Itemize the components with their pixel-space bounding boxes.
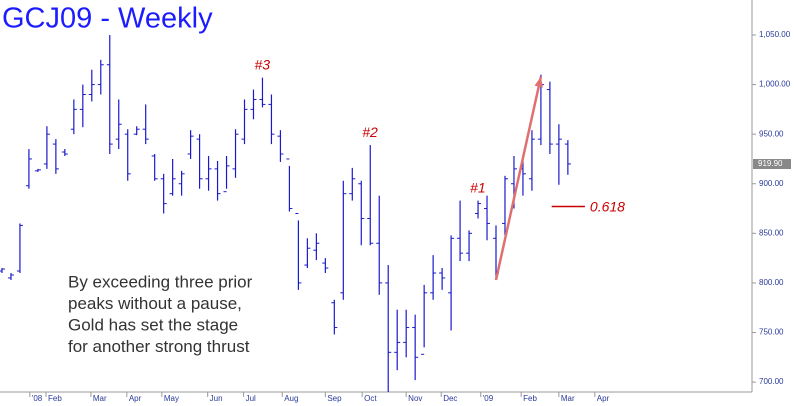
- y-tick-label: 750.00: [759, 328, 784, 337]
- last-price-label: 919.90: [758, 159, 783, 168]
- x-tick-label: May: [164, 394, 179, 403]
- y-tick-label: 800.00: [759, 278, 784, 287]
- x-tick-label: Apr: [129, 394, 142, 403]
- peak-label: #2: [362, 124, 378, 140]
- x-tick-label: Aug: [284, 394, 298, 403]
- x-tick-label: Sep: [327, 394, 342, 403]
- y-tick-label: 900.00: [759, 179, 784, 188]
- arrow-head: [534, 76, 543, 88]
- x-tick-label: Feb: [523, 394, 537, 403]
- note-line: peaks without a pause,: [68, 294, 242, 313]
- peak-label: #1: [470, 179, 486, 195]
- chart-title: GCJ09 - Weekly: [2, 3, 213, 35]
- x-tick-label: Feb: [48, 394, 62, 403]
- x-tick-label: Jul: [246, 394, 256, 403]
- note-line: By exceeding three prior: [68, 272, 253, 291]
- x-tick-label: Mar: [561, 394, 575, 403]
- x-tick-label: Nov: [408, 394, 422, 403]
- x-tick-label: Dec: [443, 394, 457, 403]
- x-tick-label: Apr: [597, 394, 610, 403]
- x-tick-label: Oct: [364, 394, 377, 403]
- y-tick-label: 850.00: [759, 228, 784, 237]
- y-tick-label: 950.00: [759, 129, 784, 138]
- x-tick-label: '08: [32, 394, 43, 403]
- note-line: for another strong thrust: [68, 337, 250, 356]
- y-tick-label: 1,050.00: [759, 30, 791, 39]
- y-tick-label: 700.00: [759, 377, 784, 386]
- peak-label: #3: [254, 56, 270, 72]
- fib-label: 0.618: [590, 198, 625, 214]
- x-tick-label: '09: [483, 394, 494, 403]
- x-tick-label: Mar: [93, 394, 107, 403]
- x-tick-label: Jun: [210, 394, 223, 403]
- trend-arrow: [494, 76, 543, 281]
- last-price-box: [753, 159, 791, 170]
- note-line: Gold has set the stage: [68, 315, 238, 334]
- y-tick-label: 1,000.00: [759, 80, 791, 89]
